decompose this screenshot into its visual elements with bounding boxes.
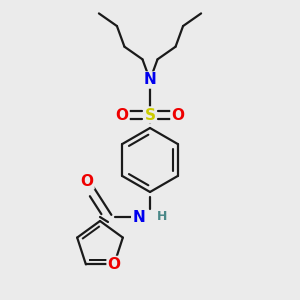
Text: N: N — [132, 209, 145, 224]
Text: S: S — [145, 107, 155, 122]
Text: N: N — [144, 73, 156, 88]
Text: H: H — [157, 211, 167, 224]
Text: O: O — [172, 107, 184, 122]
Text: O: O — [116, 107, 128, 122]
Text: O: O — [80, 173, 94, 188]
Text: O: O — [108, 257, 121, 272]
